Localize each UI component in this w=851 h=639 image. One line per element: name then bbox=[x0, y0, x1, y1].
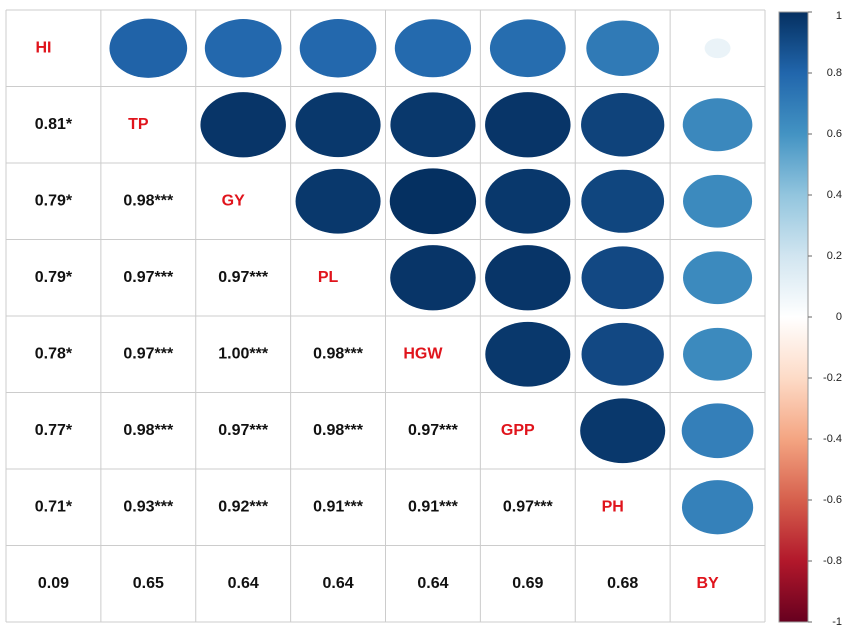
correlation-label: 0.81* bbox=[35, 116, 73, 133]
correlation-ellipse bbox=[394, 19, 472, 78]
correlation-ellipse bbox=[581, 93, 665, 157]
correlation-ellipse bbox=[390, 245, 476, 311]
correlation-ellipse bbox=[485, 92, 571, 158]
correlation-label: 0.68 bbox=[607, 575, 638, 592]
correlation-label: 0.98*** bbox=[313, 345, 364, 362]
variable-label: HI bbox=[35, 39, 51, 56]
colorbar-tick-label: -0.4 bbox=[823, 433, 842, 445]
variable-label: BY bbox=[696, 575, 719, 592]
correlation-label: 0.71* bbox=[35, 498, 73, 515]
correlation-label: 0.92*** bbox=[218, 498, 269, 515]
colorbar-tick-label: 0.2 bbox=[827, 250, 842, 262]
correlation-ellipse bbox=[581, 246, 664, 310]
variable-label: PL bbox=[318, 269, 339, 286]
colorbar-tick-label: 0.6 bbox=[827, 128, 842, 140]
correlation-ellipse bbox=[204, 19, 282, 78]
correlation-label: 0.65 bbox=[133, 575, 164, 592]
correlation-ellipse bbox=[683, 251, 753, 305]
correlation-ellipse bbox=[485, 245, 571, 311]
correlation-ellipse bbox=[681, 480, 754, 535]
colorbar bbox=[778, 11, 809, 623]
correlation-ellipse bbox=[580, 398, 666, 464]
correlation-ellipse bbox=[389, 168, 477, 235]
correlation-ellipse bbox=[390, 92, 476, 158]
colorbar-tick-label: 0.8 bbox=[827, 67, 842, 79]
correlation-ellipse bbox=[681, 403, 754, 459]
correlation-label: 1.00*** bbox=[218, 345, 269, 362]
correlation-label: 0.64 bbox=[228, 575, 259, 592]
correlation-label: 0.97*** bbox=[218, 269, 269, 286]
variable-label: HGW bbox=[403, 345, 443, 362]
correlation-label: 0.77* bbox=[35, 422, 73, 439]
correlation-ellipse bbox=[581, 169, 665, 233]
colorbar-tick-label: -1 bbox=[832, 616, 842, 628]
correlation-label: 0.91*** bbox=[313, 498, 364, 515]
correlation-label: 0.09 bbox=[38, 575, 69, 592]
correlation-label: 0.98*** bbox=[123, 192, 174, 209]
variable-label: GY bbox=[222, 192, 245, 209]
correlation-ellipse bbox=[581, 322, 664, 386]
correlation-ellipse bbox=[200, 92, 286, 158]
correlation-ellipse bbox=[683, 327, 753, 381]
correlation-ellipse bbox=[109, 18, 188, 78]
correlation-ellipse bbox=[485, 168, 571, 234]
correlation-label: 0.64 bbox=[417, 575, 448, 592]
colorbar-tick-label: -0.2 bbox=[823, 372, 842, 384]
correlation-label: 0.79* bbox=[35, 192, 73, 209]
correlation-ellipse bbox=[489, 19, 566, 78]
correlation-ellipse bbox=[295, 92, 381, 158]
correlation-label: 0.78* bbox=[35, 345, 73, 362]
correlation-label: 0.97*** bbox=[218, 422, 269, 439]
variable-label: GPP bbox=[501, 422, 535, 439]
correlation-ellipse bbox=[299, 19, 377, 78]
correlation-label: 0.97*** bbox=[123, 269, 174, 286]
correlation-label: 0.97*** bbox=[123, 345, 174, 362]
colorbar-tick-label: 1 bbox=[836, 10, 842, 22]
correlation-label: 0.79* bbox=[35, 269, 73, 286]
correlation-label: 0.93*** bbox=[123, 498, 174, 515]
colorbar-tick-label: -0.6 bbox=[823, 494, 842, 506]
correlation-ellipse bbox=[683, 174, 753, 228]
colorbar-tick-label: 0.4 bbox=[827, 189, 842, 201]
colorbar-tick-label: 0 bbox=[836, 311, 842, 323]
variable-label: PH bbox=[602, 498, 624, 515]
correlation-label: 0.69 bbox=[512, 575, 543, 592]
colorbar-tick-label: -0.8 bbox=[823, 555, 842, 567]
correlation-label: 0.97*** bbox=[408, 422, 459, 439]
correlation-label: 0.98*** bbox=[123, 422, 174, 439]
correlation-label: 0.64 bbox=[322, 575, 353, 592]
correlation-ellipse bbox=[704, 38, 731, 59]
correlation-ellipse bbox=[586, 20, 660, 76]
correlation-ellipse bbox=[682, 98, 753, 152]
correlation-label: 0.98*** bbox=[313, 422, 364, 439]
variable-label: TP bbox=[128, 116, 149, 133]
correlation-ellipse bbox=[295, 168, 381, 234]
correlation-label: 0.97*** bbox=[503, 498, 554, 515]
correlation-label: 0.91*** bbox=[408, 498, 459, 515]
correlation-ellipse bbox=[485, 321, 571, 387]
